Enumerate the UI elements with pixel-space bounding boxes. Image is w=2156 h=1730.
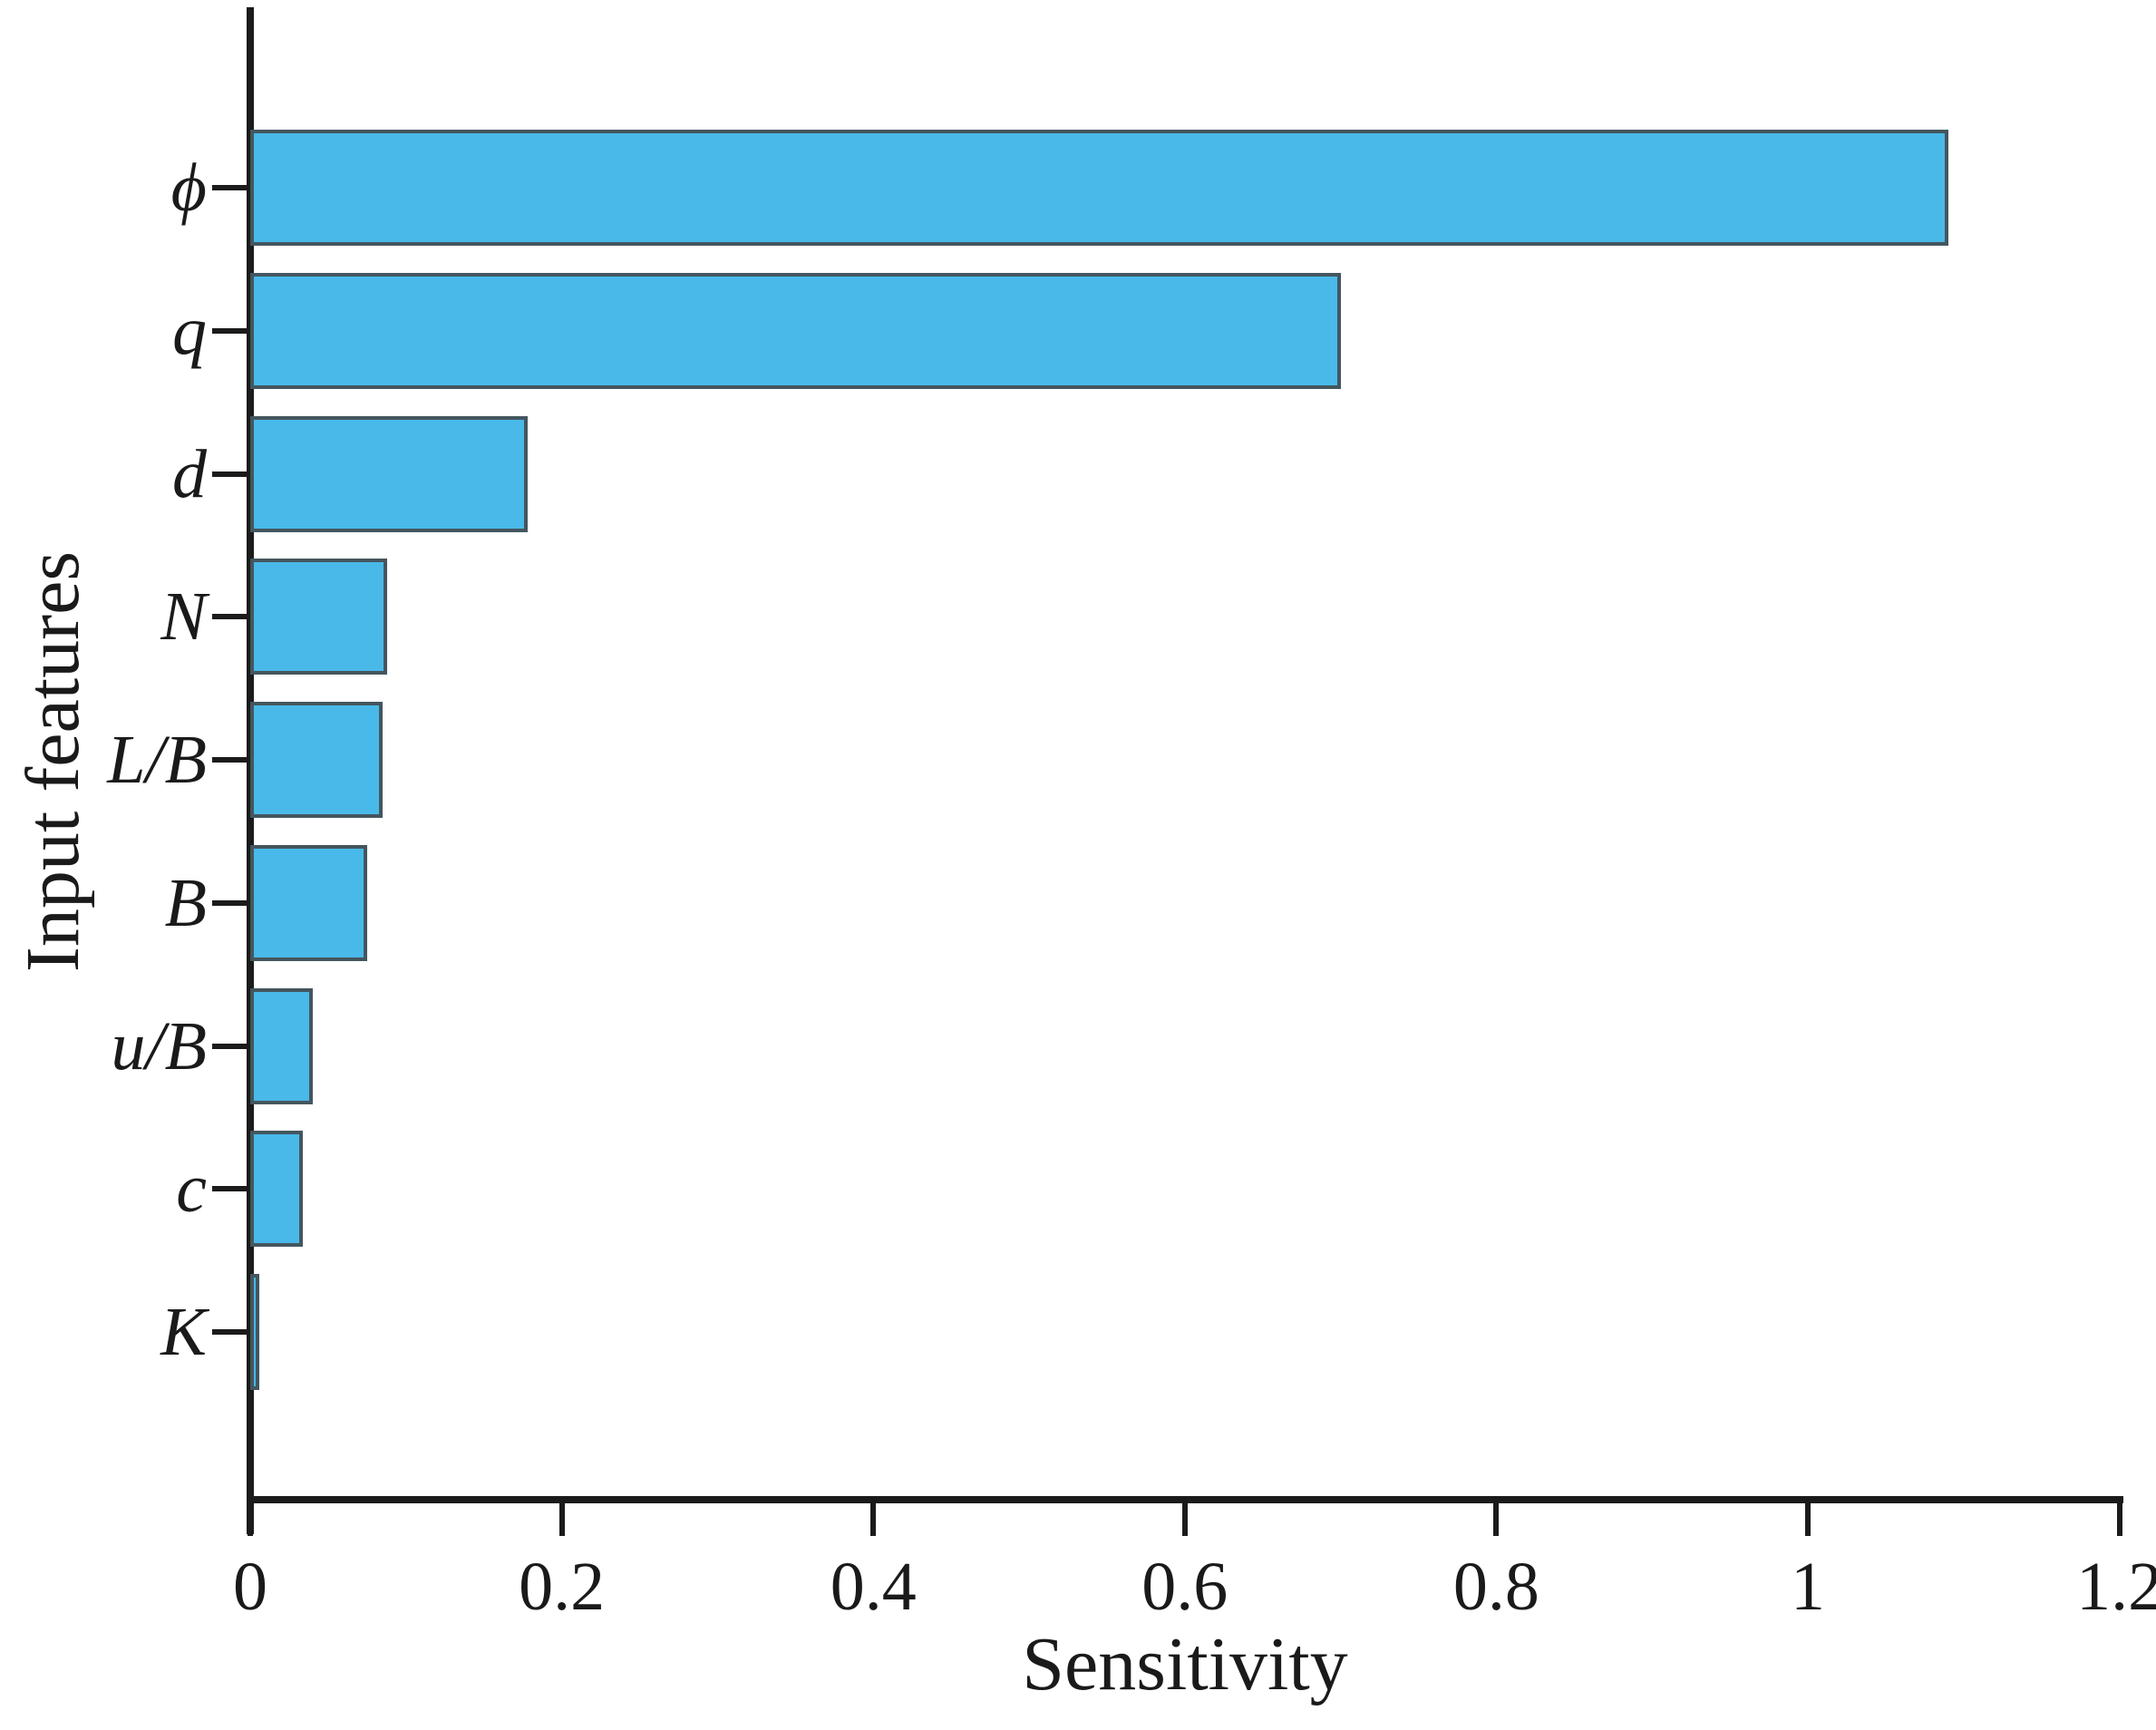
- y-tick-L/B: [212, 757, 250, 763]
- x-tick-label-1: 1: [1791, 1549, 1825, 1625]
- y-tick-label-c: c: [176, 1151, 207, 1228]
- y-tick-d: [212, 471, 250, 477]
- bar-d: [250, 415, 528, 532]
- x-axis-title: Sensitivity: [1022, 1622, 1348, 1706]
- x-tick-0.4: [870, 1503, 877, 1536]
- bar-q: [250, 272, 1341, 389]
- x-tick-0.6: [1181, 1503, 1188, 1536]
- y-tick-label-ϕ: ϕ: [170, 150, 207, 226]
- y-tick-label-B: B: [164, 864, 207, 941]
- bar-L/B: [250, 702, 383, 818]
- y-tick-label-q: q: [172, 292, 207, 369]
- bar-K: [250, 1274, 259, 1390]
- bar-N: [250, 559, 387, 675]
- x-tick-label-0.2: 0.2: [519, 1549, 606, 1625]
- y-tick-label-d: d: [172, 435, 207, 512]
- bar-c: [250, 1131, 303, 1248]
- x-tick-0: [248, 1503, 253, 1536]
- y-tick-K: [212, 1329, 250, 1335]
- bar-ϕ: [250, 130, 1948, 246]
- y-tick-label-L/B: L/B: [107, 722, 207, 798]
- x-tick-label-0: 0: [233, 1549, 267, 1625]
- y-tick-label-N: N: [160, 578, 207, 656]
- y-tick-u/B: [212, 1043, 250, 1049]
- x-tick-label-1.2: 1.2: [2076, 1549, 2156, 1625]
- x-tick-label-0.8: 0.8: [1452, 1549, 1539, 1625]
- x-tick-label-0.6: 0.6: [1141, 1549, 1229, 1625]
- y-axis-title: Input features: [11, 550, 95, 973]
- x-tick-1: [1805, 1503, 1811, 1536]
- y-tick-N: [212, 614, 250, 620]
- x-tick-1.2: [2116, 1503, 2122, 1536]
- x-tick-0.2: [558, 1503, 565, 1536]
- y-tick-label-K: K: [160, 1294, 207, 1370]
- y-tick-ϕ: [212, 185, 250, 190]
- x-axis-spine: [247, 1496, 2123, 1503]
- x-tick-0.8: [1493, 1503, 1500, 1536]
- y-tick-c: [212, 1186, 250, 1192]
- x-tick-label-0.4: 0.4: [830, 1549, 917, 1625]
- y-tick-q: [212, 327, 250, 334]
- bar-u/B: [250, 987, 313, 1104]
- bar-B: [250, 844, 367, 961]
- y-tick-B: [212, 899, 250, 906]
- y-tick-label-u/B: u/B: [111, 1007, 207, 1084]
